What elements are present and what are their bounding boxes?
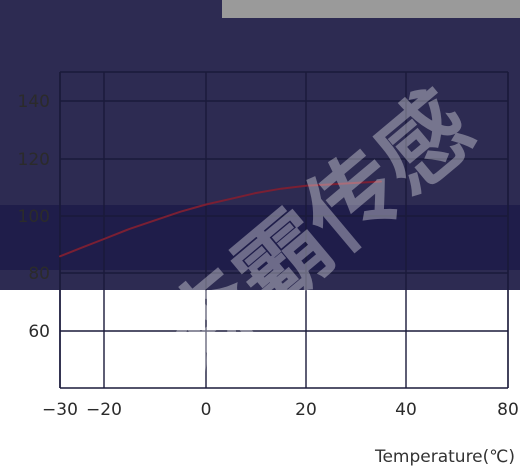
x-tick-label: 0 [201, 400, 212, 420]
x-tick-label: 20 [295, 400, 317, 420]
y-tick-label: 100 [18, 207, 50, 227]
tick-labels: −30 −20 0 20 40 80 60 80 100 120 140 [18, 92, 519, 420]
gray-top-strip [222, 0, 520, 18]
watermark: 森霸传感 [142, 71, 493, 390]
x-tick-label: −20 [86, 400, 122, 420]
y-tick-label: 60 [28, 322, 50, 342]
grid-lines [59, 71, 509, 389]
x-tick-label: −30 [42, 400, 78, 420]
x-tick-label: 40 [395, 400, 417, 420]
y-tick-label: 140 [18, 92, 50, 112]
x-axis-title: Temperature(℃) [374, 447, 515, 467]
series-line [59, 180, 382, 258]
y-tick-label: 120 [18, 150, 50, 170]
series-layer [59, 180, 382, 258]
x-tick-label: 80 [497, 400, 519, 420]
svg-text:森霸传感: 森霸传感 [142, 71, 493, 390]
y-tick-label: 80 [28, 264, 50, 284]
